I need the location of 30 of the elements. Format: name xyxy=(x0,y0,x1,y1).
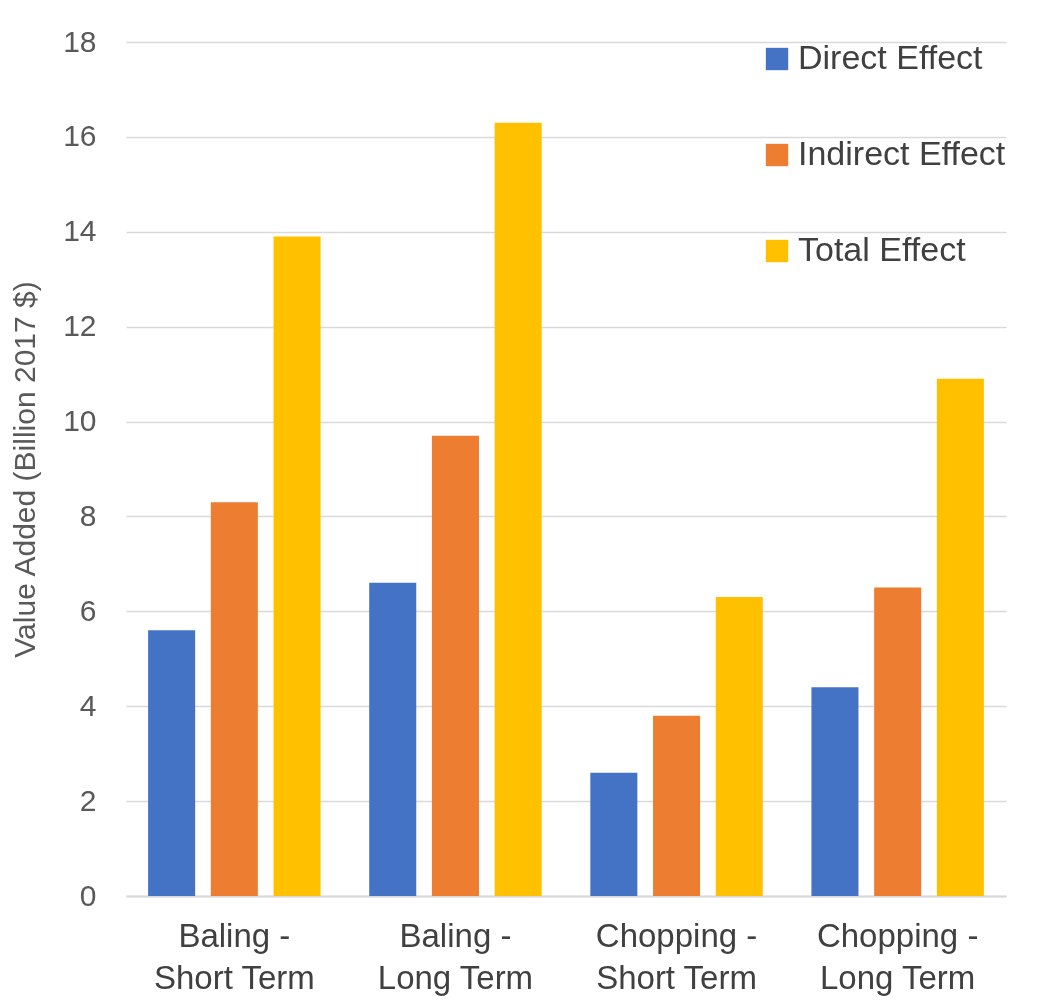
bar xyxy=(431,435,479,896)
bar xyxy=(210,502,258,896)
y-tick-label: 18 xyxy=(63,24,97,58)
legend-label: Total Effect xyxy=(798,230,967,268)
y-tick-label: 8 xyxy=(79,498,97,532)
bar xyxy=(653,715,701,896)
bar xyxy=(590,772,638,896)
y-tick-label: 12 xyxy=(63,309,97,343)
legend-label: Indirect Effect xyxy=(798,134,1006,172)
x-tick-label: Chopping - Long Term xyxy=(816,916,979,996)
bar xyxy=(936,378,984,896)
y-tick-label: 4 xyxy=(79,688,97,722)
y-axis-title: Value Added (Billion 2017 $) xyxy=(8,281,42,658)
bar xyxy=(369,582,417,896)
bar xyxy=(715,597,763,896)
bar xyxy=(874,587,922,896)
y-tick-label: 16 xyxy=(63,119,97,153)
y-tick-label: 2 xyxy=(79,783,97,817)
y-tick-label: 10 xyxy=(63,404,97,438)
y-tick-label: 0 xyxy=(79,878,97,912)
bar xyxy=(148,630,196,896)
bar xyxy=(811,687,859,896)
x-tick-label: Baling - Long Term xyxy=(377,916,534,996)
x-tick-label: Baling - Short Term xyxy=(153,916,315,996)
y-tick-label: 14 xyxy=(63,214,97,248)
legend-label: Direct Effect xyxy=(798,38,984,76)
bar xyxy=(494,122,542,896)
y-tick-label: 6 xyxy=(79,593,97,627)
bar xyxy=(273,236,321,896)
x-tick-label: Chopping - Short Term xyxy=(595,916,758,996)
